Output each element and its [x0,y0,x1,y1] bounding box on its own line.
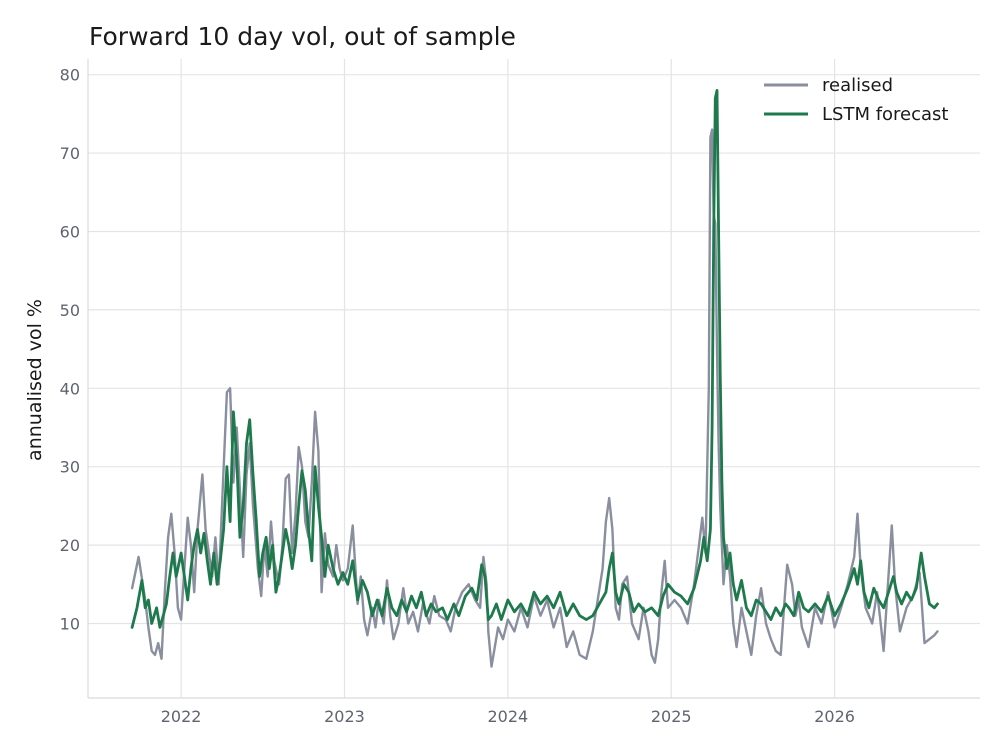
legend: realised LSTM forecast [764,75,949,125]
x-tick-label: 2023 [324,707,365,726]
y-axis-label: annualised vol % [24,299,46,461]
y-tick-label: 60 [60,222,80,241]
x-tick-label: 2024 [488,707,529,726]
series-line-lstm-forecast [130,89,939,629]
y-tick-label: 20 [60,536,80,555]
y-tick-label: 40 [60,379,80,398]
x-tick-label: 2025 [651,707,692,726]
chart-title: Forward 10 day vol, out of sample [89,22,516,51]
y-tick-labels: 10 20 30 40 50 60 70 80 [60,66,80,634]
series-lines [130,89,939,668]
y-tick-label: 80 [60,66,80,85]
y-tick-label: 30 [60,458,80,477]
legend-label: LSTM forecast [822,104,949,125]
legend-label: realised [822,75,893,96]
y-tick-label: 50 [60,301,80,320]
series-line-realised [130,128,939,668]
x-tick-labels: 2022 2023 2024 2025 2026 [161,707,855,726]
x-tick-label: 2026 [814,707,855,726]
y-tick-label: 10 [60,615,80,634]
y-tick-label: 70 [60,144,80,163]
x-tick-label: 2022 [161,707,202,726]
grid [88,59,980,698]
